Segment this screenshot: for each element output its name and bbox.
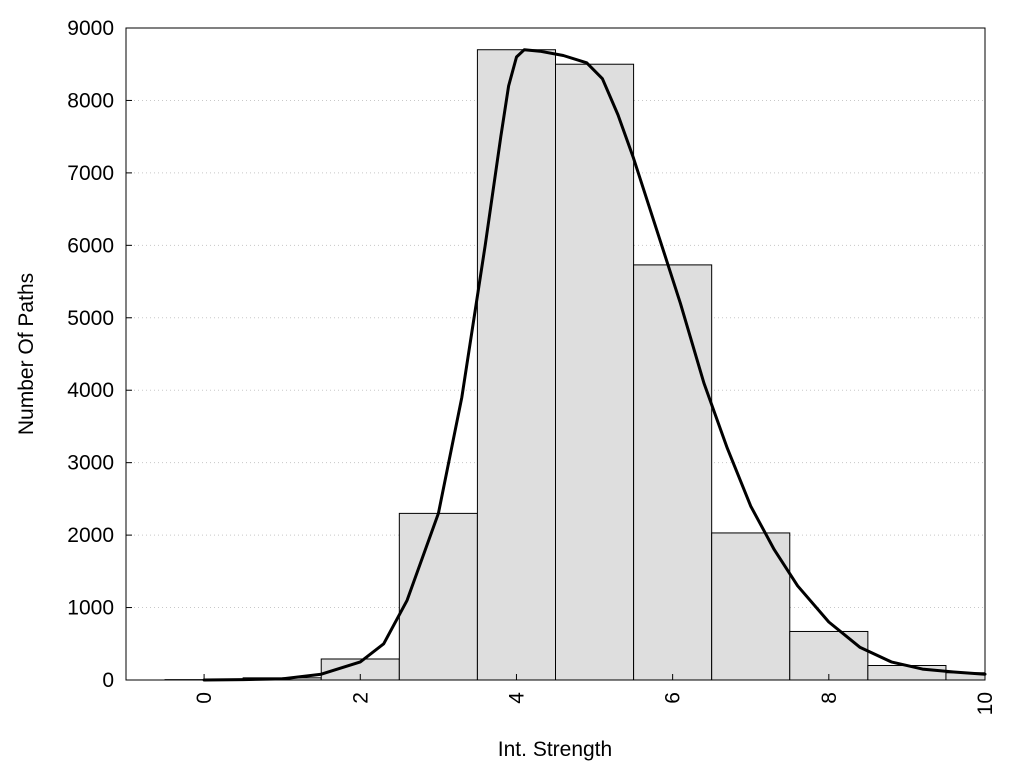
y-tick-label-6: 6000: [67, 234, 114, 257]
y-tick-label-4: 4000: [67, 379, 114, 402]
histogram-bars: [165, 50, 985, 680]
y-tick-label-5: 5000: [67, 307, 114, 330]
histogram-bar-8: [790, 631, 868, 680]
y-tick-label-2: 2000: [67, 524, 114, 547]
y-tick-label-0: 0: [102, 669, 114, 692]
y-tick-label-7: 7000: [67, 162, 114, 185]
x-tick-label-5: 10: [974, 692, 997, 715]
y-tick-label-3: 3000: [67, 452, 114, 475]
y-axis-label: Number Of Paths: [15, 273, 38, 435]
histogram-bar-5: [556, 64, 634, 680]
histogram-bar-9: [868, 666, 946, 680]
x-tick-label-2: 4: [505, 692, 528, 704]
x-tick-label-0: 0: [193, 692, 216, 704]
y-tick-label-9: 9000: [67, 17, 114, 40]
y-axis-ticks: 0 1000 2000 3000 4000 5000 6000 7000 8000 9000: [67, 17, 132, 692]
histogram-bar-4: [477, 50, 555, 680]
y-tick-label-8: 8000: [67, 89, 114, 112]
histogram-bar-3: [399, 513, 477, 680]
x-tick-label-1: 2: [349, 692, 372, 704]
x-axis-label: Int. Strength: [498, 738, 612, 761]
y-tick-label-1: 1000: [67, 597, 114, 620]
x-tick-label-3: 6: [662, 692, 685, 704]
x-tick-label-4: 8: [818, 692, 841, 704]
histogram-bar-6: [634, 265, 712, 680]
